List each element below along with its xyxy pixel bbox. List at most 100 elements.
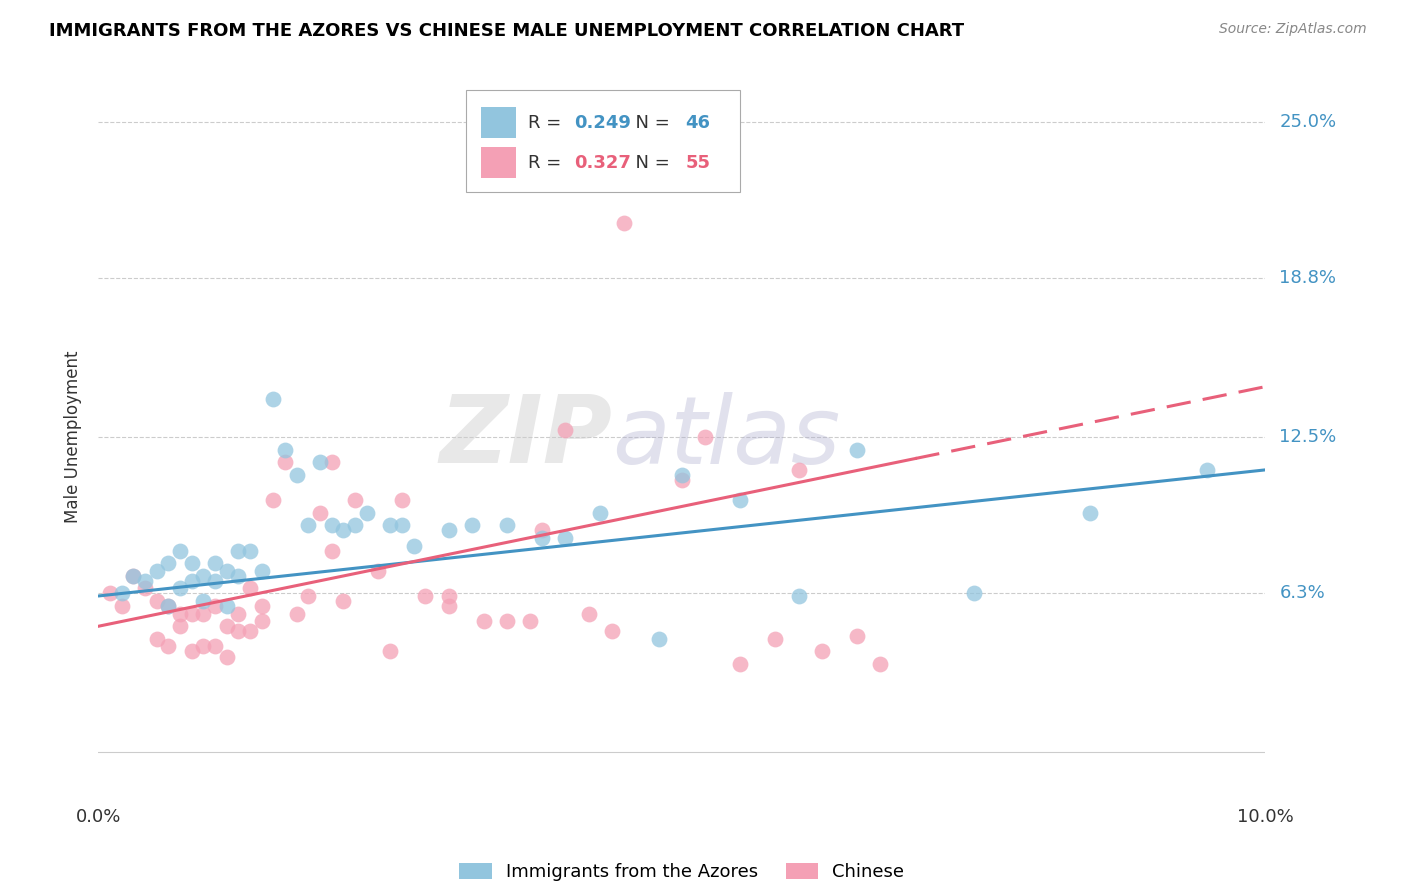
Bar xyxy=(481,107,516,138)
Legend: Immigrants from the Azores, Chinese: Immigrants from the Azores, Chinese xyxy=(453,855,911,888)
Text: Source: ZipAtlas.com: Source: ZipAtlas.com xyxy=(1219,22,1367,37)
Text: 0.249: 0.249 xyxy=(575,113,631,131)
Point xyxy=(215,619,238,633)
Point xyxy=(962,586,984,600)
Point xyxy=(204,574,226,588)
Point xyxy=(730,493,752,508)
Point xyxy=(285,467,308,482)
Point xyxy=(391,493,413,508)
Text: R =: R = xyxy=(527,153,567,172)
Point xyxy=(250,614,273,628)
Point xyxy=(437,599,460,613)
Point xyxy=(146,594,169,608)
Point xyxy=(297,589,319,603)
Point xyxy=(215,564,238,578)
Text: N =: N = xyxy=(624,153,675,172)
Point xyxy=(262,392,284,407)
Point xyxy=(297,518,319,533)
Point xyxy=(239,543,262,558)
Point xyxy=(437,589,460,603)
Point xyxy=(215,599,238,613)
Point xyxy=(309,455,332,469)
Point xyxy=(228,607,250,621)
Point xyxy=(530,531,553,545)
Point xyxy=(134,582,156,596)
Point xyxy=(496,614,519,628)
Point xyxy=(1080,506,1102,520)
Point xyxy=(600,624,623,639)
Point xyxy=(274,442,297,457)
Point xyxy=(321,518,343,533)
Point xyxy=(332,594,354,608)
Point xyxy=(321,455,343,469)
Point xyxy=(228,624,250,639)
Point xyxy=(519,614,541,628)
Point xyxy=(472,614,495,628)
Point xyxy=(402,539,425,553)
Point xyxy=(787,589,810,603)
Text: R =: R = xyxy=(527,113,567,131)
Point xyxy=(239,624,262,639)
Point xyxy=(380,518,402,533)
Bar xyxy=(465,90,741,192)
Point xyxy=(157,640,180,654)
Point xyxy=(122,569,145,583)
Point xyxy=(413,589,436,603)
Point xyxy=(437,524,460,538)
Point xyxy=(180,574,202,588)
Point xyxy=(380,644,402,658)
Point xyxy=(239,582,262,596)
Point xyxy=(344,518,367,533)
Point xyxy=(695,430,717,444)
Text: 6.3%: 6.3% xyxy=(1279,584,1324,602)
Point xyxy=(169,619,191,633)
Point xyxy=(274,455,297,469)
Text: 12.5%: 12.5% xyxy=(1279,428,1337,446)
Point xyxy=(787,463,810,477)
Text: 55: 55 xyxy=(685,153,710,172)
Point xyxy=(250,599,273,613)
Point xyxy=(157,599,180,613)
Point xyxy=(1195,463,1218,477)
Text: ZIP: ZIP xyxy=(439,391,612,483)
Text: N =: N = xyxy=(624,113,675,131)
Point xyxy=(578,607,600,621)
Point xyxy=(763,632,786,646)
Point xyxy=(169,582,191,596)
Point xyxy=(530,524,553,538)
Point xyxy=(321,543,343,558)
Point xyxy=(98,586,121,600)
Text: 0.327: 0.327 xyxy=(575,153,631,172)
Text: 46: 46 xyxy=(685,113,710,131)
Point xyxy=(367,564,389,578)
Point xyxy=(262,493,284,508)
Text: 25.0%: 25.0% xyxy=(1279,112,1337,131)
Point xyxy=(730,657,752,671)
Point xyxy=(612,216,634,230)
Text: IMMIGRANTS FROM THE AZORES VS CHINESE MALE UNEMPLOYMENT CORRELATION CHART: IMMIGRANTS FROM THE AZORES VS CHINESE MA… xyxy=(49,22,965,40)
Point xyxy=(146,564,169,578)
Bar xyxy=(481,147,516,178)
Point xyxy=(134,574,156,588)
Point xyxy=(180,556,202,570)
Point xyxy=(332,524,354,538)
Text: atlas: atlas xyxy=(612,392,841,483)
Point xyxy=(193,640,215,654)
Point xyxy=(869,657,891,671)
Point xyxy=(671,473,693,487)
Point xyxy=(811,644,834,658)
Point xyxy=(180,607,202,621)
Point xyxy=(356,506,378,520)
Point xyxy=(122,569,145,583)
Y-axis label: Male Unemployment: Male Unemployment xyxy=(65,351,83,524)
Point xyxy=(554,531,576,545)
Point xyxy=(228,543,250,558)
Point xyxy=(204,556,226,570)
Point xyxy=(344,493,367,508)
Point xyxy=(193,607,215,621)
Text: 18.8%: 18.8% xyxy=(1279,269,1336,287)
Point xyxy=(285,607,308,621)
Point xyxy=(554,423,576,437)
Point xyxy=(309,506,332,520)
Point xyxy=(250,564,273,578)
